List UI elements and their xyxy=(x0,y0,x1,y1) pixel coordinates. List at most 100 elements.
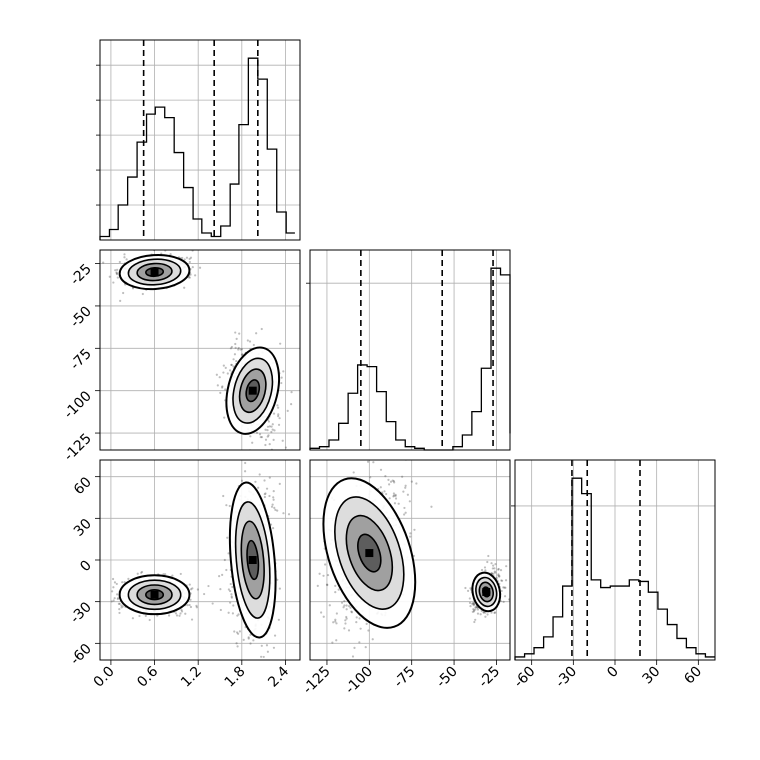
scatter-point xyxy=(406,493,409,496)
scatter-point xyxy=(112,586,115,589)
density-peak xyxy=(150,590,159,599)
scatter-point xyxy=(392,494,396,497)
scatter-point xyxy=(174,612,178,615)
scatter-point xyxy=(290,403,293,406)
histogram-panel-1 xyxy=(306,249,511,451)
scatter-point xyxy=(236,632,240,635)
scatter-point xyxy=(322,574,325,577)
scatter-point xyxy=(263,493,266,496)
scatter-point xyxy=(241,353,244,356)
scatter-point xyxy=(494,571,497,574)
scatter-point xyxy=(251,441,254,444)
scatter-point xyxy=(474,608,477,611)
scatter-point xyxy=(413,528,416,531)
scatter-point xyxy=(179,572,182,576)
scatter-point xyxy=(487,554,490,558)
scatter-point xyxy=(495,576,498,580)
scatter-point xyxy=(493,567,496,570)
scatter-point xyxy=(119,299,122,302)
scatter-point xyxy=(108,275,111,278)
scatter-point xyxy=(236,614,239,617)
scatter-point xyxy=(476,606,479,609)
x-tick-label-0-2: 1.2 xyxy=(178,664,205,691)
scatter-point xyxy=(234,346,237,349)
scatter-point xyxy=(264,492,267,495)
histogram-series-0 xyxy=(99,57,295,240)
scatter-point xyxy=(242,638,245,641)
scatter-point xyxy=(110,600,113,603)
scatter-point xyxy=(195,604,198,607)
scatter-point xyxy=(181,256,184,260)
scatter-point xyxy=(281,439,284,442)
x-tick-label-1-2: -75 xyxy=(391,664,418,691)
scatter-point xyxy=(404,511,407,514)
scatter-point xyxy=(194,274,197,277)
scatter-point xyxy=(167,614,171,617)
scatter-panel-0-1 xyxy=(99,249,301,455)
x-tick-label-2-3: 30 xyxy=(640,664,664,688)
scatter-point xyxy=(359,627,362,630)
scatter-point xyxy=(391,479,394,482)
scatter-point xyxy=(188,583,191,586)
scatter-point xyxy=(211,602,214,605)
scatter-point xyxy=(144,614,147,617)
scatter-point xyxy=(275,453,277,455)
scatter-point xyxy=(286,409,289,413)
scatter-point xyxy=(218,376,221,379)
panel-frame xyxy=(99,39,301,241)
scatter-point xyxy=(366,460,370,463)
scatter-point xyxy=(472,604,475,607)
scatter-point xyxy=(498,575,501,578)
scatter-point xyxy=(219,391,222,394)
scatter-point xyxy=(502,586,505,589)
scatter-point xyxy=(371,638,374,641)
scatter-point xyxy=(351,655,355,658)
scatter-point xyxy=(120,606,123,609)
scatter-point xyxy=(276,509,279,512)
scatter-point xyxy=(265,644,269,647)
scatter-point xyxy=(493,570,496,573)
scatter-point xyxy=(238,332,241,335)
density-peak xyxy=(248,386,257,395)
scatter-point xyxy=(471,610,474,613)
scatter-point xyxy=(325,583,329,586)
scatter-point xyxy=(379,468,383,471)
scatter-point xyxy=(350,610,353,613)
scatter-point xyxy=(229,601,232,604)
scatter-point xyxy=(318,572,321,575)
scatter-point xyxy=(355,616,358,619)
scatter-point xyxy=(131,287,135,290)
scatter-point xyxy=(345,615,348,619)
scatter-point xyxy=(180,610,184,613)
scatter-point xyxy=(392,480,395,483)
scatter-point xyxy=(187,276,190,279)
scatter-point xyxy=(216,384,219,387)
scatter-point xyxy=(114,269,117,272)
scatter-point xyxy=(497,573,500,576)
scatter-point xyxy=(185,256,189,259)
scatter-point xyxy=(335,639,338,642)
scatter-point xyxy=(228,504,231,508)
scatter-point xyxy=(235,359,238,363)
scatter-point xyxy=(402,490,405,493)
density-peak xyxy=(248,556,257,564)
scatter-point xyxy=(237,346,240,350)
scatter-point xyxy=(277,415,280,418)
scatter-point xyxy=(328,604,331,607)
scatter-point xyxy=(355,620,358,624)
scatter-point xyxy=(347,629,351,632)
scatter-point xyxy=(240,479,244,482)
scatter-point xyxy=(388,497,391,500)
scatter-point xyxy=(392,495,395,498)
density-peak xyxy=(150,268,159,277)
scatter-point xyxy=(118,260,121,264)
scatter-point xyxy=(504,579,508,582)
density-peak xyxy=(482,587,491,596)
scatter-point xyxy=(471,602,474,605)
scatter-point xyxy=(384,475,387,478)
scatter-point xyxy=(190,618,194,621)
scatter-point xyxy=(352,471,355,474)
scatter-point xyxy=(102,261,105,264)
x-tick-label-0-1: 0.6 xyxy=(134,663,161,690)
